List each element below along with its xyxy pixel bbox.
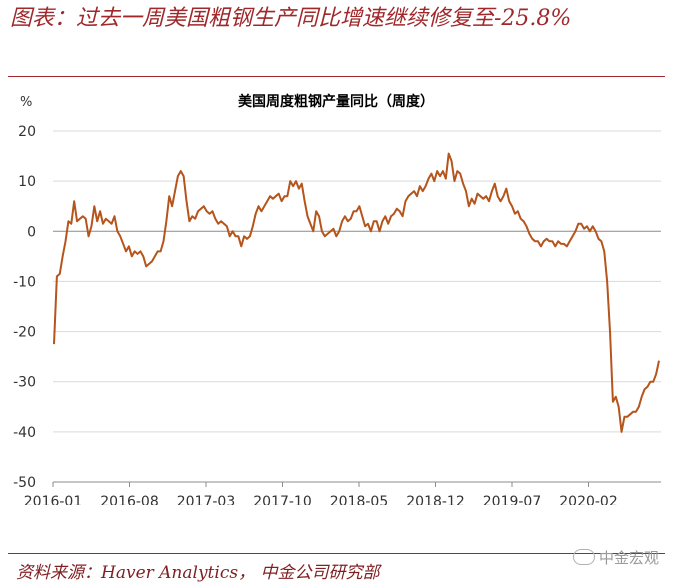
x-tick-label: 2016-08 (100, 494, 159, 505)
chart-title: 美国周度粗钢产量同比（周度） (238, 93, 434, 110)
x-axis: 2016-01 2016-08 2017-03 2017-10 2018-05 2018-… (24, 481, 661, 505)
watermark: 中金宏观 (572, 547, 659, 568)
y-axis: 20 10 0 -10 -20 -30 -40 -50 (13, 124, 36, 491)
x-tick-label: 2016-01 (24, 494, 83, 505)
chat-bubble-icon (572, 549, 595, 565)
y-axis-unit: % (20, 95, 32, 110)
x-tick-label: 2018-05 (330, 494, 389, 505)
y-tick-label: -10 (13, 274, 36, 290)
line-chart: 美国周度粗钢产量同比（周度） % 20 10 0 -10 -20 -30 -40 -50 20… (13, 93, 661, 505)
title-divider (8, 76, 665, 77)
y-tick-label: -40 (13, 425, 36, 441)
y-tick-label: -50 (13, 475, 36, 491)
x-tick-label: 2017-03 (177, 494, 236, 505)
y-tick-label: 20 (18, 124, 36, 140)
y-tick-label: -20 (13, 325, 36, 341)
series-line (53, 152, 660, 433)
source-note: 资料来源：Haver Analytics， 中金公司研究部 (16, 563, 380, 583)
y-tick-label: 10 (18, 174, 36, 190)
y-tick-label: 0 (27, 224, 36, 240)
footer-divider (8, 553, 665, 554)
y-tick-label: -30 (13, 375, 36, 391)
x-tick-label: 2018-12 (406, 494, 465, 505)
x-tick-label: 2020-02 (559, 494, 618, 505)
x-tick-label: 2017-10 (253, 494, 312, 505)
gridlines (53, 130, 661, 483)
x-tick-label: 2019-07 (483, 494, 542, 505)
watermark-label: 中金宏观 (598, 549, 659, 567)
figure-title: 图表：过去一周美国粗钢生产同比增速继续修复至-25.8% (10, 6, 572, 31)
